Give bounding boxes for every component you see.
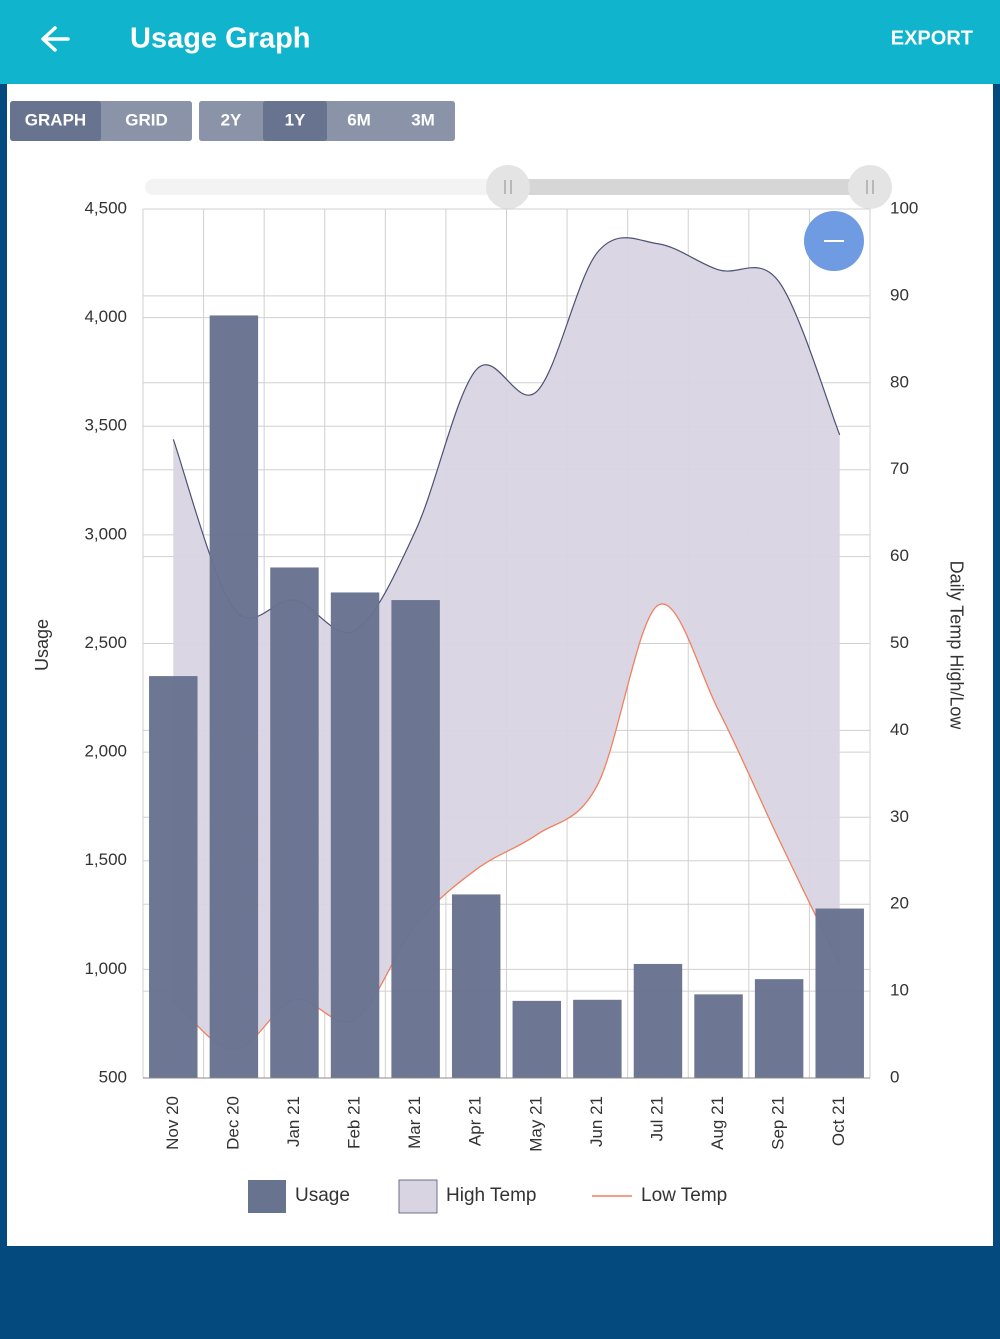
- bar: [815, 908, 864, 1078]
- export-button[interactable]: EXPORT: [891, 27, 973, 49]
- y2-tick-label: 90: [890, 285, 909, 304]
- slider-range: [508, 179, 870, 195]
- slider-handle[interactable]: [486, 165, 530, 209]
- bar: [209, 315, 259, 1078]
- y-tick-label: 4,000: [84, 307, 127, 326]
- y2-tick-label: 40: [890, 720, 909, 739]
- y2-tick-label: 80: [890, 372, 909, 391]
- bar: [451, 894, 501, 1078]
- screen-title: Usage Graph: [130, 23, 311, 55]
- y2-tick-label: 20: [890, 894, 909, 913]
- toggle-button-label: 6M: [347, 110, 371, 129]
- app-bar: [0, 0, 1000, 84]
- y-tick-label: 3,000: [84, 524, 127, 543]
- x-tick-label: Jan 21: [284, 1096, 303, 1147]
- y-tick-label: 3,500: [84, 416, 127, 435]
- x-tick-label: Sep 21: [769, 1096, 788, 1150]
- toggle-button[interactable]: [263, 101, 327, 141]
- toggle-button[interactable]: [327, 101, 391, 141]
- y2-tick-label: 100: [890, 198, 918, 217]
- legend-swatch: [398, 1179, 438, 1214]
- y2-tick-label: 10: [890, 981, 909, 1000]
- toolbar: GRAPH GRID 2Y 1Y 6M 3M: [10, 101, 455, 141]
- y2-tick-label: 70: [890, 459, 909, 478]
- bar: [149, 676, 198, 1078]
- x-tick-label: Oct 21: [829, 1096, 848, 1146]
- toggle-button[interactable]: [199, 101, 263, 141]
- y2-tick-label: 50: [890, 633, 909, 652]
- toggle-button[interactable]: [101, 101, 192, 141]
- y2-tick-label: 0: [890, 1067, 899, 1086]
- x-tick-label: Jul 21: [647, 1096, 666, 1141]
- x-tick-label: Feb 21: [345, 1096, 364, 1149]
- x-tick-label: Nov 20: [163, 1096, 182, 1150]
- y-tick-label: 2,500: [84, 633, 127, 652]
- back-button[interactable]: [41, 26, 70, 52]
- y2-tick-label: 60: [890, 546, 909, 565]
- toggle-button-label: GRID: [125, 110, 168, 129]
- x-tick-label: Aug 21: [708, 1096, 727, 1150]
- bar: [573, 999, 622, 1078]
- bar: [512, 1000, 562, 1078]
- toggle-button-label: 3M: [411, 110, 435, 129]
- y-tick-label: 4,500: [84, 198, 127, 217]
- y-tick-label: 1,500: [84, 850, 127, 869]
- y2-tick-label: 30: [890, 807, 909, 826]
- legend-label: Low Temp: [641, 1185, 727, 1206]
- slider-handle[interactable]: [848, 165, 892, 209]
- bar: [270, 567, 319, 1078]
- bar: [330, 592, 380, 1078]
- bar: [754, 979, 804, 1078]
- x-tick-label: Dec 20: [223, 1096, 242, 1150]
- bar: [694, 994, 743, 1078]
- bar: [633, 963, 683, 1078]
- toggle-button-label: GRAPH: [25, 110, 86, 129]
- y-tick-label: 1,000: [84, 959, 127, 978]
- toggle-button[interactable]: [10, 101, 101, 141]
- chart: 5001,0001,5002,0002,5003,0003,5004,0004,…: [32, 198, 966, 1214]
- toggle-button-label: 1Y: [285, 110, 306, 129]
- slider-grip: [504, 180, 874, 194]
- legend-label: Usage: [295, 1185, 350, 1206]
- y-tick-label: 2,000: [84, 742, 127, 761]
- y2-axis-title: Daily Temp High/Low: [946, 561, 966, 731]
- toggle-button[interactable]: [391, 101, 455, 141]
- x-tick-label: Mar 21: [405, 1096, 424, 1149]
- legend-label: High Temp: [446, 1185, 536, 1206]
- x-tick-label: Jun 21: [587, 1096, 606, 1147]
- y-tick-label: 500: [99, 1067, 127, 1086]
- x-tick-label: Apr 21: [466, 1096, 485, 1146]
- toggle-button-label: 2Y: [221, 110, 242, 129]
- legend-swatch: [248, 1180, 286, 1213]
- y-axis-title: Usage: [32, 619, 52, 671]
- x-tick-label: May 21: [526, 1096, 545, 1152]
- bar: [391, 600, 440, 1078]
